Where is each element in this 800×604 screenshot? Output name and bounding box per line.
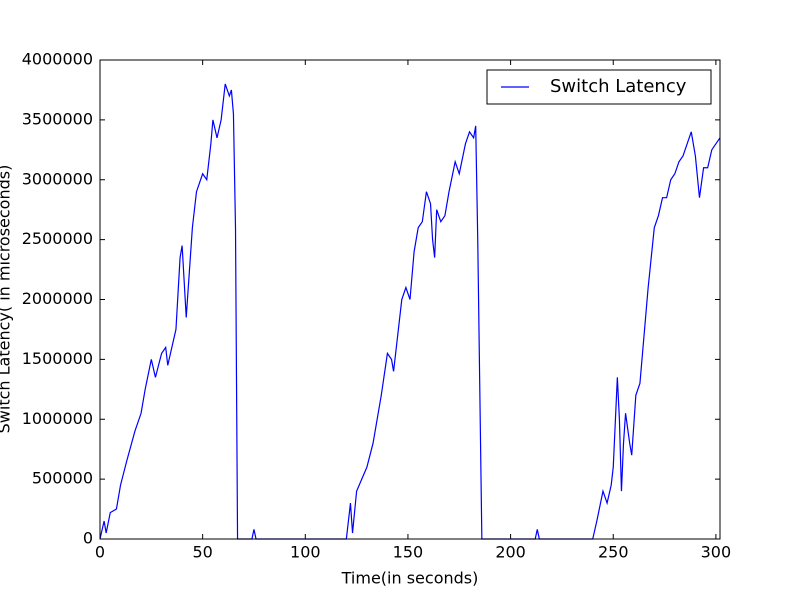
- legend-label: Switch Latency: [550, 76, 687, 97]
- x-axis-label: Time(in seconds): [341, 569, 479, 588]
- x-tick-label: 300: [701, 543, 732, 562]
- plot-frame: [99, 59, 721, 540]
- x-tick-label: 0: [95, 543, 105, 562]
- y-tick-label: 1500000: [22, 349, 93, 368]
- y-tick-label: 3500000: [22, 109, 93, 128]
- series-line: [99, 83, 721, 540]
- y-tick-label: 2000000: [22, 289, 93, 308]
- x-tick-label: 250: [598, 543, 629, 562]
- y-tick-label: 2500000: [22, 229, 93, 248]
- y-tick-label: 0: [83, 529, 93, 548]
- y-tick-label: 3000000: [22, 169, 93, 188]
- y-tick-label: 1000000: [22, 409, 93, 428]
- x-tick-label: 50: [192, 543, 212, 562]
- y-tick-label: 4000000: [22, 50, 93, 69]
- x-tick-label: 150: [393, 543, 424, 562]
- x-tick-label: 200: [495, 543, 526, 562]
- y-tick-label: 500000: [32, 469, 93, 488]
- y-axis-label: Switch Latency( in microseconds): [0, 165, 14, 434]
- x-tick-label: 100: [290, 543, 321, 562]
